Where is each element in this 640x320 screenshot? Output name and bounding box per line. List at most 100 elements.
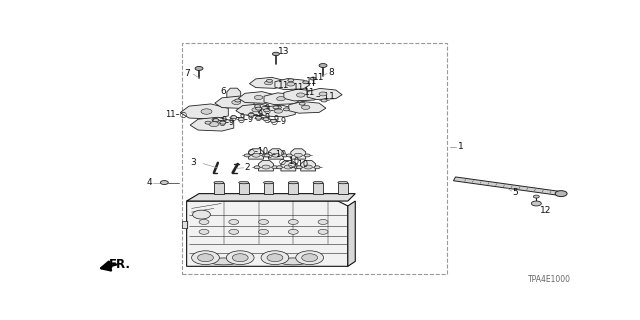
Circle shape	[231, 116, 237, 119]
Circle shape	[273, 106, 279, 109]
Circle shape	[262, 154, 268, 157]
Polygon shape	[187, 201, 348, 266]
Circle shape	[267, 254, 283, 262]
Circle shape	[273, 52, 280, 56]
Circle shape	[300, 102, 305, 105]
Circle shape	[161, 180, 168, 185]
Polygon shape	[453, 177, 562, 196]
Text: ○–9: ○–9	[230, 113, 246, 122]
Circle shape	[318, 220, 328, 224]
Circle shape	[321, 99, 327, 102]
Circle shape	[255, 105, 260, 108]
Text: ○–9: ○–9	[271, 117, 287, 126]
Ellipse shape	[304, 165, 312, 169]
Text: ○–10: ○–10	[278, 157, 300, 166]
Circle shape	[195, 67, 203, 70]
Text: ○–9: ○–9	[264, 106, 280, 115]
Circle shape	[271, 119, 276, 123]
Polygon shape	[236, 104, 273, 116]
Circle shape	[220, 121, 226, 124]
Circle shape	[301, 254, 317, 262]
Circle shape	[259, 220, 269, 224]
Polygon shape	[301, 161, 316, 171]
Polygon shape	[238, 92, 275, 103]
Text: 8: 8	[328, 68, 333, 77]
Circle shape	[287, 82, 295, 86]
Circle shape	[198, 254, 213, 262]
Circle shape	[201, 109, 212, 114]
Text: 1: 1	[458, 142, 464, 151]
Circle shape	[282, 154, 288, 157]
Circle shape	[193, 210, 211, 219]
Circle shape	[252, 108, 260, 112]
Circle shape	[318, 229, 328, 234]
Polygon shape	[190, 117, 234, 131]
Ellipse shape	[294, 153, 302, 157]
Circle shape	[274, 109, 283, 113]
Circle shape	[248, 113, 254, 116]
Ellipse shape	[272, 153, 280, 157]
Circle shape	[276, 97, 285, 101]
Circle shape	[261, 251, 289, 265]
Circle shape	[533, 195, 540, 198]
Circle shape	[227, 251, 254, 265]
Text: 12: 12	[540, 206, 552, 215]
Ellipse shape	[278, 258, 308, 265]
Text: 7: 7	[184, 69, 190, 78]
Circle shape	[272, 166, 278, 169]
Bar	[214, 182, 224, 194]
Circle shape	[304, 154, 310, 157]
Circle shape	[213, 119, 219, 122]
Text: 11: 11	[304, 88, 316, 97]
Circle shape	[301, 105, 310, 109]
Circle shape	[228, 229, 239, 234]
Circle shape	[244, 154, 250, 157]
Text: 2: 2	[244, 163, 250, 172]
Polygon shape	[259, 161, 273, 171]
Text: ○–9: ○–9	[219, 118, 235, 127]
Polygon shape	[269, 149, 284, 159]
Text: ○–9: ○–9	[255, 114, 271, 123]
Circle shape	[288, 79, 294, 82]
Circle shape	[232, 254, 248, 262]
Circle shape	[264, 81, 273, 85]
Circle shape	[319, 64, 327, 68]
Bar	[264, 182, 273, 194]
Text: ○–9: ○–9	[212, 116, 228, 125]
Ellipse shape	[264, 181, 273, 184]
Circle shape	[275, 106, 282, 109]
Circle shape	[314, 166, 320, 169]
Ellipse shape	[262, 165, 270, 169]
Bar	[182, 221, 187, 228]
Bar	[182, 43, 447, 274]
Circle shape	[255, 107, 262, 110]
Polygon shape	[248, 149, 264, 159]
Circle shape	[286, 154, 292, 157]
Circle shape	[259, 229, 269, 234]
Circle shape	[262, 107, 268, 109]
Text: TPA4E1000: TPA4E1000	[528, 275, 571, 284]
Bar	[313, 182, 323, 194]
Polygon shape	[284, 89, 321, 101]
Ellipse shape	[252, 153, 260, 157]
Circle shape	[310, 77, 316, 80]
Circle shape	[228, 220, 239, 224]
Circle shape	[254, 166, 260, 169]
Circle shape	[276, 166, 282, 169]
Circle shape	[232, 100, 241, 105]
Circle shape	[254, 95, 263, 100]
Circle shape	[531, 201, 541, 206]
Text: 4: 4	[147, 178, 152, 187]
Circle shape	[205, 121, 211, 124]
Circle shape	[209, 122, 219, 127]
Polygon shape	[258, 105, 295, 117]
Circle shape	[238, 118, 244, 121]
Polygon shape	[250, 77, 284, 88]
Text: 11: 11	[306, 77, 317, 86]
Ellipse shape	[288, 181, 298, 184]
Circle shape	[284, 108, 289, 111]
Text: ○–9: ○–9	[247, 110, 263, 119]
Circle shape	[191, 251, 220, 265]
Text: 11: 11	[293, 83, 305, 92]
Circle shape	[212, 118, 218, 121]
